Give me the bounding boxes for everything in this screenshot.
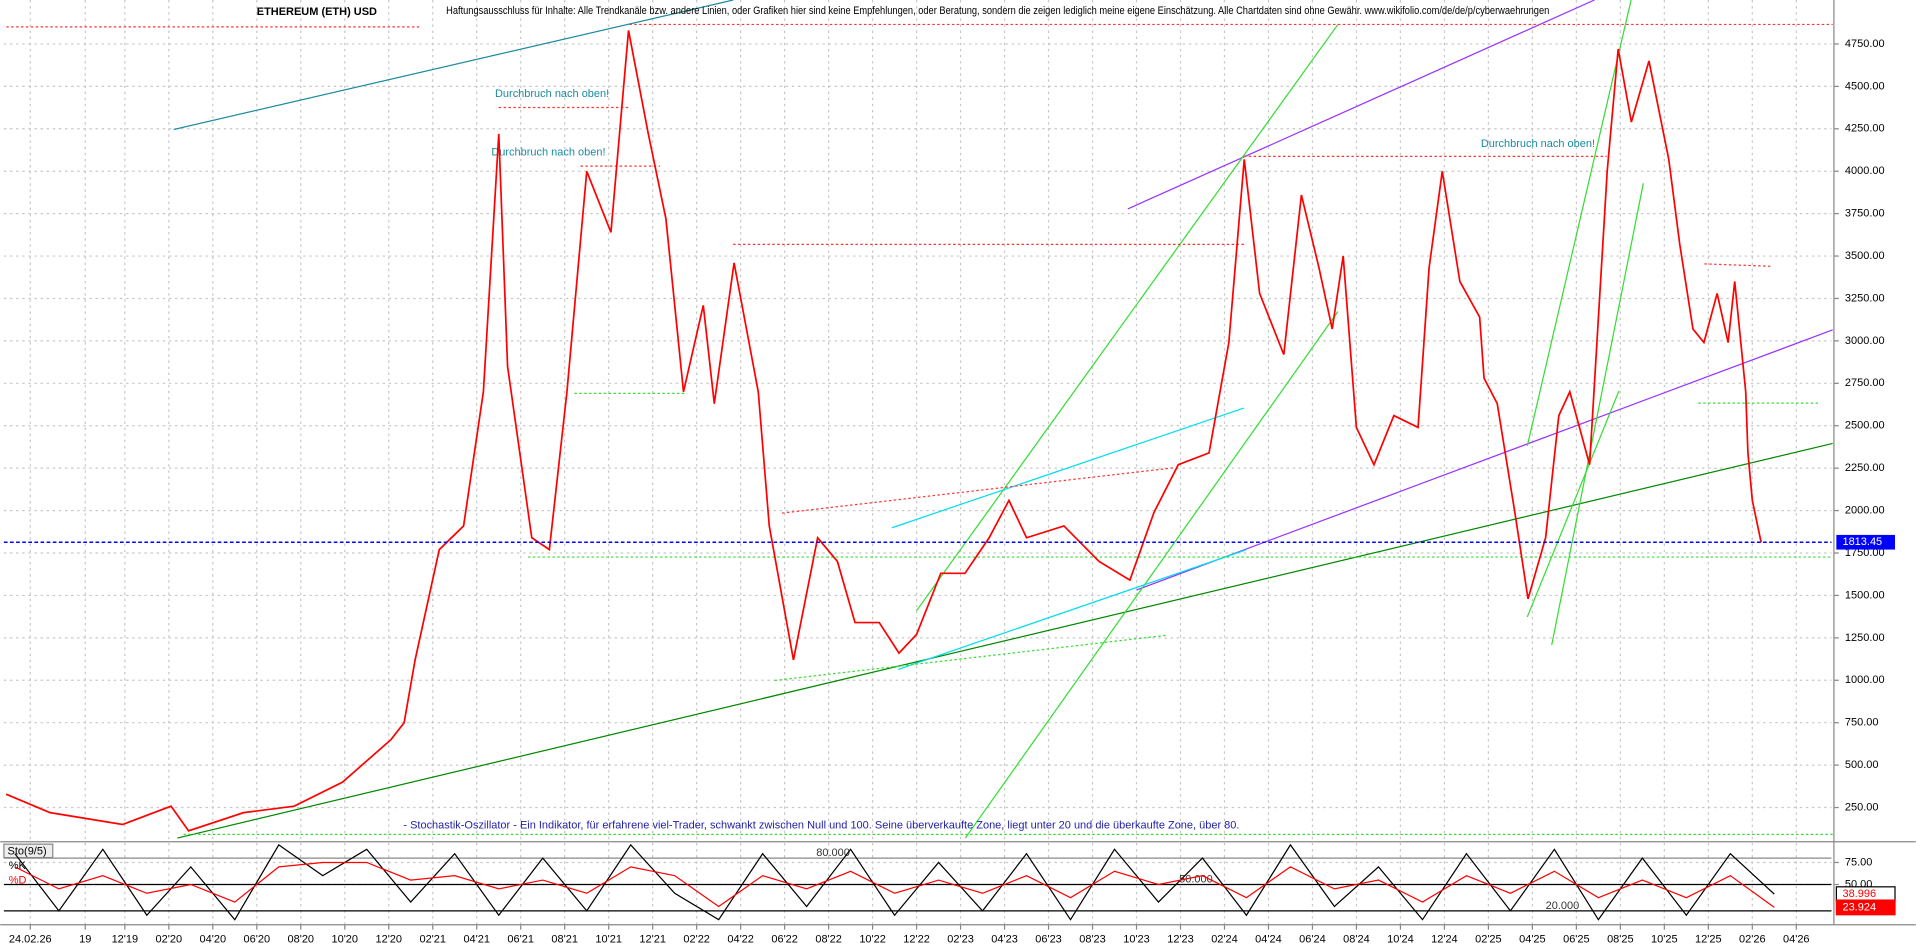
resistance-lines [6,23,1833,514]
y-tick-label: 2250.00 [1845,462,1885,474]
x-tick-label: 04'22 [727,933,754,945]
y-tick-label: 1500.00 [1845,589,1885,601]
x-tick-label: 02'22 [683,933,710,945]
y-tick-label: 3250.00 [1845,292,1885,304]
y-tick-label: 250.00 [1845,801,1879,813]
x-tick-label: 06'20 [244,933,271,945]
y-tick-label: 500.00 [1845,759,1879,771]
x-tick-label: 08'22 [815,933,842,945]
y-tick-label: 750.00 [1845,717,1879,729]
y-tick-label: 3500.00 [1845,250,1885,262]
series-line [14,843,1775,921]
x-tick-label: 02'20 [156,933,183,945]
indicator-title: Sto(9/5) [8,845,47,857]
support-lines [183,392,1833,835]
disclaimer: Haftungsausschluss für Inhalte: Alle Tre… [446,5,1549,17]
x-tick-label: 04'25 [1519,933,1546,945]
x-tick-label: 10'25 [1651,933,1678,945]
trendline [177,442,1833,839]
x-tick-label: 04'24 [1255,933,1282,945]
chart-title: ETHEREUM (ETH) USD [257,6,377,18]
y-tick-label: 1000.00 [1845,674,1885,686]
grid-layer [3,0,1832,925]
x-tick-label: 10'21 [595,933,622,945]
value-label: 23.924 [1842,901,1876,913]
x-tick-label: 19 [79,933,91,945]
x-tick-label: 02'24 [1211,933,1238,945]
x-tick-label: 06'24 [1299,933,1326,945]
x-tick-label: 06'22 [771,933,798,945]
trendline [1526,0,1632,447]
annotation: Durchbruch nach oben! [495,88,609,100]
y-tick-label: 2750.00 [1845,377,1885,389]
x-tick-label: 04'21 [463,933,490,945]
y-tick-label: 1750.00 [1845,547,1885,559]
x-tick-label: 12'25 [1695,933,1722,945]
legend-entry: %D [9,875,27,887]
x-tick-label: 04'23 [991,933,1018,945]
x-tick-label: 12'23 [1167,933,1194,945]
x-tick-label: 08'23 [1079,933,1106,945]
series-line [14,861,1775,908]
x-tick-label: 12'19 [112,933,139,945]
y-tick-label: 1250.00 [1845,632,1885,644]
annotation: Durchbruch nach oben! [491,147,605,159]
trendline [964,311,1339,839]
x-tick-label: 06'25 [1563,933,1590,945]
price-label-box [1836,534,1896,550]
x-tick-label: 10'23 [1123,933,1150,945]
trendline [897,549,1247,671]
x-tick-label: 06'23 [1035,933,1062,945]
y-tick-label: 4250.00 [1845,123,1885,135]
trendlines [6,0,1833,839]
x-tick-label: 02'25 [1475,933,1502,945]
x-tick-label: 08'20 [288,933,315,945]
trendline [1551,183,1644,646]
annotation: - Stochastik-Oszillator - Ein Indikator,… [403,820,1239,832]
x-tick-label: 12'24 [1431,933,1458,945]
trendline [173,0,734,131]
y-tick-label: 2000.00 [1845,504,1885,516]
trendline [1136,329,1833,591]
trendline [1127,0,1595,210]
value-label: 38.996 [1842,888,1876,900]
value-label-box [1835,899,1896,916]
x-tick-label: 12'21 [639,933,666,945]
y-tick-label: 4500.00 [1845,80,1885,92]
series-line [5,30,1762,832]
x-tick-label: 08'21 [551,933,578,945]
y-tick-label: 4750.00 [1845,38,1885,50]
x-tick-label: 02'23 [947,933,974,945]
trendline [1526,390,1620,618]
x-tick-label: 04'20 [200,933,227,945]
x-tick-label: 24.02.26 [9,933,52,945]
trendline [891,407,1245,529]
x-tick-label: 10'20 [332,933,359,945]
x-tick-label: 12'20 [375,933,402,945]
y-tick-label: 75.00 [1845,856,1873,868]
level-label: 80.000 [816,847,850,859]
trendline [915,24,1339,612]
annotation: Durchbruch nach oben! [1481,138,1595,150]
x-tick-label: 08'24 [1343,933,1370,945]
x-tick-label: 04'26 [1783,933,1810,945]
price-label: 1813.45 [1842,536,1882,548]
y-tick-label: 4000.00 [1845,165,1885,177]
x-tick-label: 02'21 [419,933,446,945]
x-tick-label: 12'22 [903,933,930,945]
x-tick-label: 08'25 [1607,933,1634,945]
x-tick-label: 06'21 [507,933,534,945]
y-tick-label: 2500.00 [1845,420,1885,432]
y-tick-label: 3750.00 [1845,208,1885,220]
level-label: 20.000 [1546,900,1580,912]
x-tick-label: 02'26 [1739,933,1766,945]
y-tick-label: 3000.00 [1845,335,1885,347]
x-tick-label: 10'24 [1387,933,1414,945]
x-tick-label: 10'22 [859,933,886,945]
